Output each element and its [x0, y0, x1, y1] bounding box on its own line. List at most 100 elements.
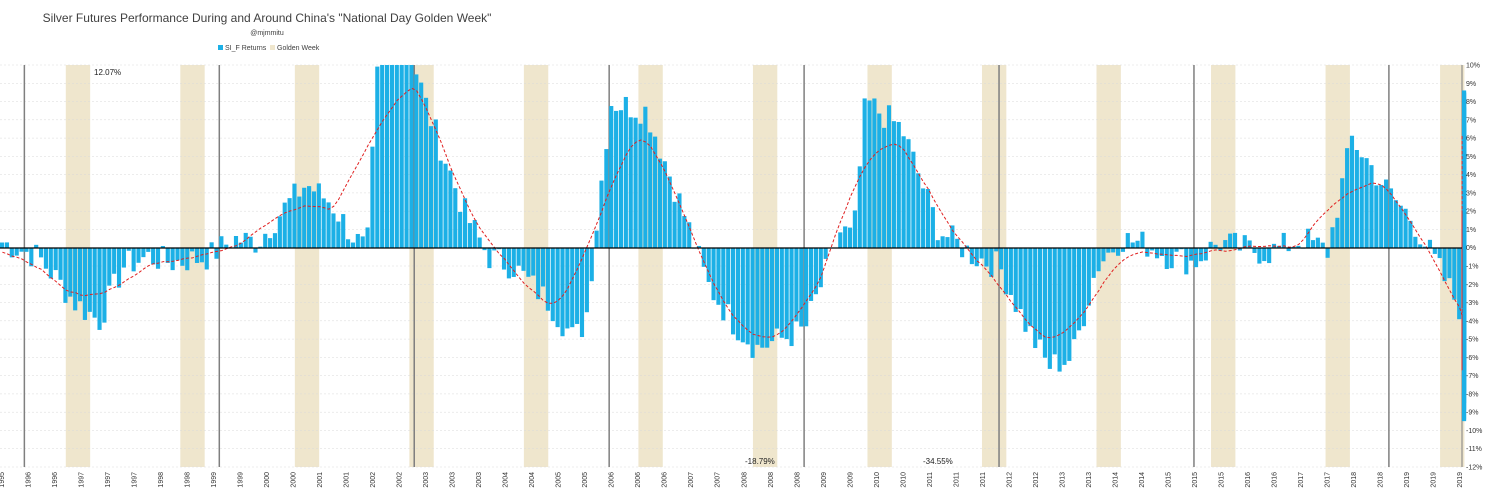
return-bar — [165, 247, 170, 263]
return-bar — [19, 247, 24, 252]
x-tick-label: 2009 — [847, 472, 854, 488]
return-bar — [921, 188, 926, 248]
return-bar — [1140, 231, 1145, 248]
x-tick-label: 2018 — [1378, 472, 1385, 488]
x-tick-label: 2015 — [1165, 472, 1172, 488]
return-bar — [224, 244, 229, 248]
legend: SI_F Returns Golden Week — [218, 45, 320, 52]
return-bar — [609, 106, 614, 248]
x-tick-label: 2012 — [1033, 472, 1040, 488]
y-tick-label: -12% — [1466, 465, 1482, 472]
return-bar — [1013, 247, 1018, 312]
y-tick-label: -6% — [1466, 355, 1478, 362]
return-bar — [872, 98, 877, 248]
x-tick-label: 1997 — [105, 472, 112, 488]
return-bar — [653, 136, 658, 248]
x-tick-label: 2013 — [1059, 472, 1066, 488]
x-tick-label: 2005 — [582, 472, 589, 488]
return-bar — [643, 106, 648, 248]
return-bar — [1198, 247, 1203, 262]
return-bar — [180, 247, 185, 266]
return-bar — [1018, 247, 1023, 310]
return-bar — [808, 247, 814, 301]
return-bar — [248, 236, 253, 248]
return-bar — [409, 65, 414, 248]
x-tick-label: 2011 — [927, 472, 934, 487]
return-bar — [423, 97, 429, 248]
return-bar — [1462, 244, 1467, 248]
return-bar — [628, 117, 633, 248]
x-tick-label: 2015 — [1218, 472, 1225, 488]
annotation-2011-drop: -34.55% — [923, 457, 953, 466]
return-bar — [506, 247, 511, 279]
return-bar — [1462, 230, 1467, 248]
return-bar — [38, 247, 44, 258]
return-bar — [711, 247, 716, 301]
y-tick-label: -5% — [1466, 337, 1478, 344]
return-bar — [560, 247, 565, 337]
return-bar — [58, 247, 63, 280]
return-bar — [414, 74, 419, 248]
return-bar — [63, 247, 68, 303]
return-bar — [97, 247, 102, 330]
return-bar — [453, 188, 458, 248]
return-bar — [648, 132, 653, 248]
return-bar — [307, 186, 312, 248]
return-bar — [355, 233, 360, 248]
return-bar — [662, 161, 667, 248]
return-bar — [1057, 247, 1062, 372]
return-bar — [955, 238, 960, 248]
return-bar — [672, 201, 677, 248]
x-tick-label: 1998 — [185, 472, 192, 488]
return-bar — [1291, 246, 1296, 248]
return-bar — [877, 113, 882, 248]
return-bar — [14, 247, 19, 256]
return-bar — [521, 247, 526, 271]
golden-week-band — [294, 65, 320, 467]
return-bar — [838, 232, 843, 248]
return-bar — [394, 65, 399, 248]
return-bar — [1340, 178, 1345, 248]
return-bar — [779, 247, 784, 338]
return-bar — [1033, 247, 1038, 349]
annotation-max-return: 12.07% — [94, 68, 121, 77]
return-bar — [925, 189, 931, 248]
trend-line — [2, 87, 1463, 371]
y-tick-label: -3% — [1466, 300, 1478, 307]
return-bar — [1130, 242, 1135, 248]
return-bar — [380, 65, 385, 248]
return-bar — [1052, 247, 1057, 355]
x-tick-label: 2008 — [794, 472, 801, 488]
return-bar — [687, 222, 692, 248]
y-tick-label: -11% — [1466, 446, 1482, 453]
return-bar — [940, 236, 945, 248]
return-bar — [433, 119, 438, 248]
return-bar — [677, 193, 682, 248]
x-tick-label: 2001 — [344, 472, 351, 488]
return-bar — [1306, 228, 1311, 248]
return-bar — [29, 247, 34, 267]
x-tick-label: 2008 — [768, 472, 775, 488]
y-tick-label: 9% — [1466, 81, 1476, 88]
return-bar — [774, 247, 780, 329]
y-tick-label: 0% — [1466, 245, 1476, 252]
return-bar — [589, 247, 594, 282]
return-bar — [706, 247, 711, 282]
return-bar — [472, 220, 477, 248]
y-tick-label: 7% — [1466, 117, 1476, 124]
x-tick-label: 2011 — [980, 472, 987, 487]
y-tick-label: -8% — [1466, 391, 1478, 398]
return-bar — [48, 247, 53, 279]
return-bar — [555, 247, 560, 328]
y-tick-label: 4% — [1466, 172, 1476, 179]
return-bar — [1237, 247, 1242, 251]
return-bar — [999, 247, 1004, 270]
return-bar — [77, 247, 83, 302]
y-tick-label: 1% — [1466, 227, 1476, 234]
return-bar — [584, 247, 589, 313]
x-tick-label: 2003 — [450, 472, 457, 488]
return-bar — [974, 247, 979, 267]
return-bar — [458, 211, 463, 248]
x-tick-label: 2017 — [1325, 472, 1332, 488]
chart-subtitle: @mjmmitu — [250, 30, 284, 37]
